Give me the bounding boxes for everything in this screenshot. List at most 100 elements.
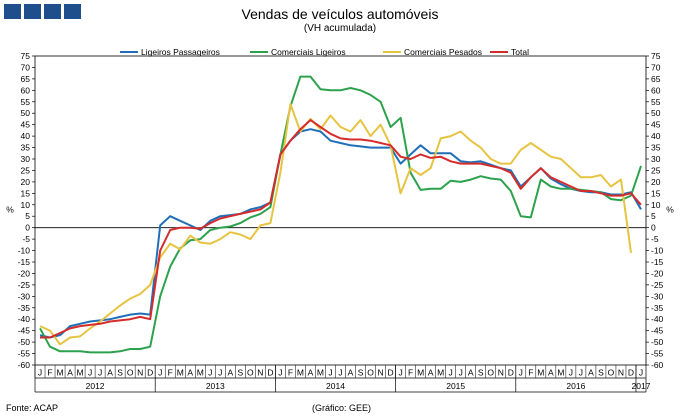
month-label: N	[618, 368, 624, 378]
chart-title: Vendas de veículos automóveis	[241, 6, 439, 22]
y-tick-label-left: -35	[18, 303, 31, 313]
y-axis-right: -60-55-50-45-40-35-30-25-20-15-10-505101…	[646, 51, 674, 370]
y-tick-label-right: 45	[651, 120, 661, 130]
y-tick-label-left: -10	[18, 246, 31, 256]
year-label: 2012	[86, 381, 105, 391]
month-label: F	[408, 368, 413, 378]
series-line	[39, 75, 642, 354]
month-label: O	[487, 368, 494, 378]
y-tick-label-right: 25	[651, 165, 661, 175]
month-label: A	[187, 368, 193, 378]
y-tick-label-left: 75	[21, 51, 31, 61]
y-tick-label-left: 55	[21, 97, 31, 107]
month-label: J	[38, 368, 42, 378]
y-tick-label-right: -25	[651, 280, 664, 290]
y-tick-label-right: 60	[651, 85, 661, 95]
legend-label: Comerciais Pesados	[404, 47, 482, 57]
month-label: A	[428, 368, 434, 378]
series-line	[39, 103, 632, 346]
gee-logo	[4, 4, 81, 19]
month-label: M	[557, 368, 564, 378]
y-tick-label-left: 20	[21, 177, 31, 187]
y-tick-label-left: -50	[18, 337, 31, 347]
y-tick-label-left: 65	[21, 74, 31, 84]
month-label: N	[137, 368, 143, 378]
y-tick-label-left: 30	[21, 154, 31, 164]
month-label: A	[548, 368, 554, 378]
month-label: A	[107, 368, 113, 378]
y-tick-label-left: -15	[18, 257, 31, 267]
y-tick-label-left: 45	[21, 120, 31, 130]
plot-frame	[34, 55, 647, 366]
month-label: O	[367, 368, 374, 378]
y-tick-label-right: 20	[651, 177, 661, 187]
month-label: M	[417, 368, 424, 378]
month-label: J	[569, 368, 573, 378]
y-tick-label-right: 75	[651, 51, 661, 61]
y-tick-label-left: -25	[18, 280, 31, 290]
y-tick-label-right: -60	[651, 360, 664, 370]
month-label: M	[297, 368, 304, 378]
month-label: M	[537, 368, 544, 378]
y-tick-label-right: 55	[651, 97, 661, 107]
month-label: M	[177, 368, 184, 378]
legend-label: Comerciais Ligeiros	[271, 47, 346, 57]
legend-label: Ligeiros Passageiros	[141, 47, 220, 57]
month-label: D	[508, 368, 514, 378]
month-label: J	[218, 368, 222, 378]
series-lines	[39, 75, 642, 354]
month-label: F	[528, 368, 533, 378]
y-tick-label-left: 5	[25, 211, 30, 221]
plot-area	[34, 55, 647, 366]
y-tick-label-left: 35	[21, 143, 31, 153]
y-tick-label-right: -35	[651, 303, 664, 313]
y-tick-label-right: -55	[651, 349, 664, 359]
month-label: D	[628, 368, 634, 378]
y-tick-label-left: 10	[21, 200, 31, 210]
month-label: J	[449, 368, 453, 378]
month-label: O	[608, 368, 615, 378]
month-label: S	[598, 368, 604, 378]
month-label: A	[67, 368, 73, 378]
y-tick-label-right: 30	[651, 154, 661, 164]
month-label: S	[478, 368, 484, 378]
month-label: A	[227, 368, 233, 378]
month-label: J	[579, 368, 583, 378]
y-tick-label-left: -45	[18, 326, 31, 336]
y-axis-label-left: %	[6, 204, 14, 214]
chart-subtitle: (VH acumulada)	[303, 23, 377, 34]
month-label: J	[278, 368, 282, 378]
source-note: Fonte: ACAP	[6, 403, 59, 413]
y-tick-label-left: -20	[18, 268, 31, 278]
month-label: N	[498, 368, 504, 378]
month-label: S	[238, 368, 244, 378]
y-tick-label-right: 15	[651, 188, 661, 198]
month-label: J	[88, 368, 92, 378]
month-label: N	[377, 368, 383, 378]
month-label: J	[328, 368, 332, 378]
month-label: J	[208, 368, 212, 378]
y-tick-label-right: -45	[651, 326, 664, 336]
month-label: J	[158, 368, 162, 378]
month-label: M	[437, 368, 444, 378]
y-tick-label-left: -30	[18, 291, 31, 301]
y-axis-left: -60-55-50-45-40-35-30-25-20-15-10-505101…	[6, 51, 35, 370]
month-label: J	[519, 368, 523, 378]
month-label: S	[117, 368, 123, 378]
month-label: F	[288, 368, 293, 378]
month-label: D	[388, 368, 394, 378]
year-label: 2013	[206, 381, 225, 391]
y-tick-label-right: -40	[651, 314, 664, 324]
month-label: F	[168, 368, 173, 378]
y-tick-label-left: -5	[22, 234, 30, 244]
y-tick-label-left: 70	[21, 62, 31, 72]
month-label: S	[358, 368, 364, 378]
month-label: O	[247, 368, 254, 378]
month-label: D	[267, 368, 273, 378]
series-line	[39, 128, 642, 339]
y-tick-label-right: -5	[651, 234, 659, 244]
y-tick-label-right: -50	[651, 337, 664, 347]
year-label: 2017	[632, 381, 651, 391]
y-tick-label-left: 50	[21, 108, 31, 118]
legend: Ligeiros Passageiros Comerciais Ligeiros C…	[120, 47, 529, 57]
